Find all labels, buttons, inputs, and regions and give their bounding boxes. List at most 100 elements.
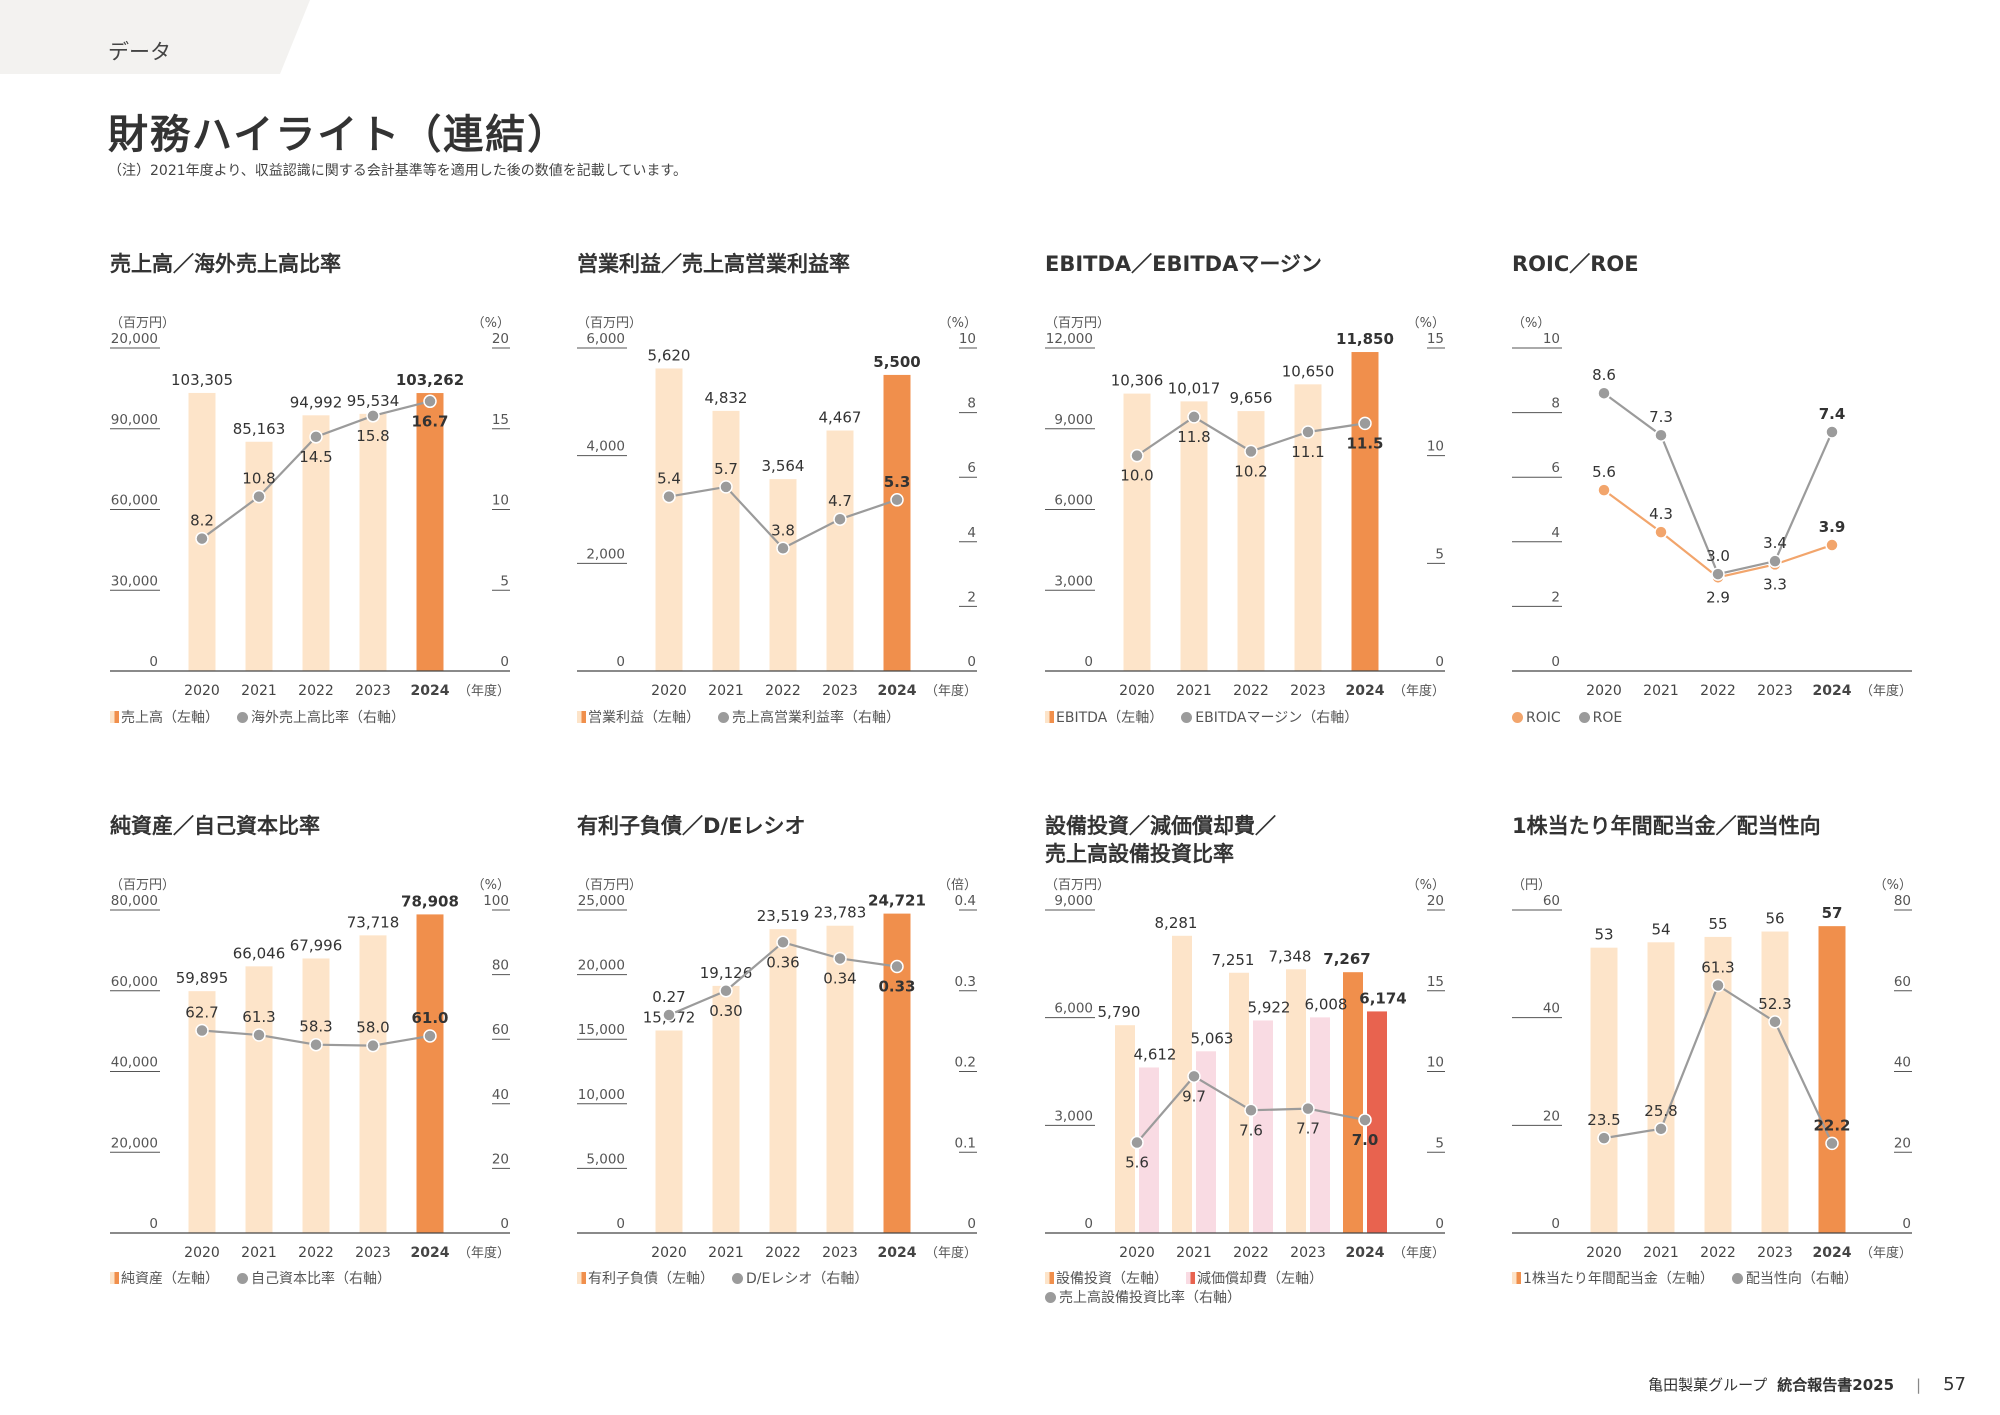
x-tick-label: 2023 xyxy=(822,683,858,699)
line-point xyxy=(1187,1069,1201,1084)
x-tick-label: 2021 xyxy=(1176,683,1212,699)
bar xyxy=(1115,1025,1135,1233)
line-point xyxy=(833,951,847,966)
page-note: （注）2021年度より、収益認識に関する会計基準等を適用した後の数値を記載してい… xyxy=(108,163,687,179)
chart: （百万円） （%） 0 20,000 40,000 60,000 80,000 0 20 40 60… xyxy=(110,878,510,1261)
line-point xyxy=(423,394,437,409)
dot-icon xyxy=(1181,712,1193,723)
x-tick-label: 2021 xyxy=(1643,683,1679,699)
left-tick-label: 90,000 xyxy=(111,412,158,428)
left-tick-label: 6 xyxy=(1551,460,1560,476)
bar xyxy=(1180,401,1208,671)
line-value-label: 5.4 xyxy=(657,470,681,488)
bar-value-label: 10,650 xyxy=(1282,362,1335,380)
left-tick-label: 15,000 xyxy=(578,1022,625,1038)
x-tick-label: 2024 xyxy=(411,683,450,699)
dot-icon xyxy=(237,1273,248,1284)
bar-value-label: 54 xyxy=(1651,920,1670,938)
dot-icon xyxy=(732,1273,743,1284)
right-tick-label: 10 xyxy=(492,493,509,509)
left-tick-label: 60,000 xyxy=(111,493,158,509)
chart-legend: 設備投資（左軸） 減価償却費（左軸） 売上高設備投資比率（右軸） xyxy=(1045,1270,1465,1308)
left-tick-label: 0 xyxy=(149,1216,158,1232)
line-point xyxy=(662,1008,676,1022)
line-value-label: 5.6 xyxy=(1592,463,1616,481)
legend-label: ROE xyxy=(1592,710,1623,726)
left-axis-unit: （百万円） xyxy=(1045,878,1110,893)
bar xyxy=(1286,969,1306,1233)
right-tick-label: 20 xyxy=(492,1151,509,1167)
left-tick-label: 60 xyxy=(1543,893,1560,909)
bar-value-label: 4,832 xyxy=(705,389,748,407)
left-tick-label: 6,000 xyxy=(1054,1001,1093,1017)
right-tick-label: 5 xyxy=(500,573,509,589)
x-tick-label: 2022 xyxy=(298,683,334,699)
bar xyxy=(1139,1067,1159,1233)
x-tick-label: 2023 xyxy=(355,683,391,699)
line-value-label: 5.7 xyxy=(714,460,738,478)
line-value-label: 0.27 xyxy=(652,988,685,1006)
bar xyxy=(826,925,854,1233)
bar xyxy=(712,985,740,1233)
legend-label: 1株当たり年間配当金（左軸） xyxy=(1523,1271,1714,1287)
right-tick-label: 8 xyxy=(967,396,976,412)
line-point xyxy=(1768,1015,1782,1029)
x-tick-label: 2021 xyxy=(1176,1245,1212,1261)
bar xyxy=(245,441,273,671)
dot-icon xyxy=(1045,1292,1056,1303)
right-tick-label: 6 xyxy=(967,460,976,476)
right-tick-label: 0 xyxy=(1435,1216,1444,1232)
right-tick-label: 5 xyxy=(1435,546,1444,562)
line-point xyxy=(366,409,380,423)
x-tick-label: 2022 xyxy=(298,1245,334,1261)
line-point xyxy=(309,1037,323,1052)
line-value-label: 7.3 xyxy=(1649,408,1673,426)
bar-swatch-icon xyxy=(577,1272,586,1284)
legend-label: EBITDA（左軸） xyxy=(1056,710,1164,726)
bar-value-label: 103,262 xyxy=(396,371,464,389)
left-tick-label: 0 xyxy=(616,654,625,670)
legend-label: 売上高設備投資比率（右軸） xyxy=(1059,1290,1241,1306)
line-value-label: 8.2 xyxy=(190,512,214,530)
line-value-label: 8.6 xyxy=(1592,366,1616,384)
chart-title: 有利子負債／D/Eレシオ xyxy=(577,814,806,838)
right-tick-label: 10 xyxy=(959,331,976,347)
line-point xyxy=(1187,410,1201,424)
line-value-label: 58.3 xyxy=(299,1018,332,1036)
left-tick-label: 4,000 xyxy=(586,439,625,455)
legend-item: 有利子負債（左軸） xyxy=(577,1270,714,1289)
line-value-label: 61.3 xyxy=(242,1008,275,1026)
left-tick-label: 9,000 xyxy=(1054,412,1093,428)
line-value-label: 0.34 xyxy=(823,969,856,987)
chart-title: 営業利益／売上高営業利益率 xyxy=(577,252,850,276)
bar xyxy=(302,415,330,671)
bar xyxy=(1310,1017,1330,1233)
chart-title: ROIC／ROE xyxy=(1512,252,1639,276)
legend-label: 配当性向（右軸） xyxy=(1745,1271,1858,1287)
line-value-label: 5.6 xyxy=(1125,1154,1149,1172)
line-value-label: 7.0 xyxy=(1352,1131,1379,1149)
left-tick-label: 0 xyxy=(1551,1216,1560,1232)
right-tick-label: 20 xyxy=(1894,1135,1911,1151)
left-axis-unit: （百万円） xyxy=(110,316,175,331)
legend-item: 売上高営業利益率（右軸） xyxy=(718,709,900,728)
bar xyxy=(1343,972,1363,1233)
left-tick-label: 8 xyxy=(1551,396,1560,412)
bar xyxy=(883,374,911,671)
x-tick-label: 2023 xyxy=(1757,683,1793,699)
line-point xyxy=(1130,448,1144,463)
legend-item: D/Eレシオ（右軸） xyxy=(732,1270,868,1289)
left-tick-label: 25,000 xyxy=(578,893,625,909)
legend-item: ROE xyxy=(1578,709,1623,728)
line-value-label: 10.8 xyxy=(242,470,275,488)
legend-label: 海外売上高比率（右軸） xyxy=(251,710,405,726)
line-point xyxy=(1301,1101,1315,1116)
bar-value-label: 73,718 xyxy=(347,913,400,931)
bar xyxy=(416,393,444,671)
line-point xyxy=(1768,554,1782,568)
x-tick-label: 2023 xyxy=(822,1245,858,1261)
chart-title: 純資産／自己資本比率 xyxy=(110,814,320,838)
line-value-label: 11.1 xyxy=(1291,443,1324,461)
left-tick-label: 0 xyxy=(616,1216,625,1232)
left-tick-label: 3,000 xyxy=(1054,573,1093,589)
